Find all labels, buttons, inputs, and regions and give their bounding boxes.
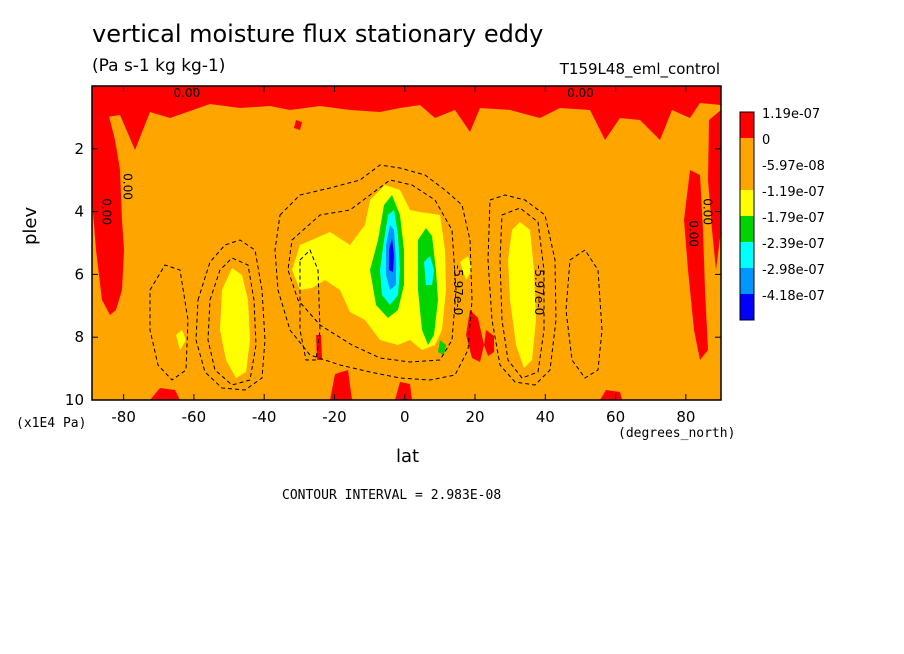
y-tick-label: 6 [74, 265, 84, 283]
legend-label: -1.19e-07 [762, 185, 825, 200]
small-patch-1 [466, 310, 484, 362]
bottom-bump-1 [330, 370, 352, 400]
legend-swatch [740, 164, 754, 190]
legend-label: -2.98e-07 [762, 263, 825, 278]
small-patch-3 [316, 335, 322, 360]
legend-label: 0 [762, 133, 770, 148]
x-tick-label: -40 [252, 408, 277, 426]
bottom-bump-3 [150, 388, 180, 400]
y-tick-label: 2 [74, 140, 84, 158]
contour-interval: CONTOUR INTERVAL = 2.983E-08 [282, 488, 502, 503]
contour-label: 0.00 [686, 220, 700, 247]
bottom-bump-2 [395, 382, 412, 400]
x-axis-label: lat [396, 446, 420, 467]
small-patch-4 [294, 120, 302, 130]
bottom-bump-4 [600, 390, 622, 400]
legend-swatch [740, 294, 754, 320]
x-tick-label: -60 [182, 408, 207, 426]
sh-midlat-core [220, 268, 250, 378]
green-core-north [418, 228, 438, 345]
chart-title: vertical moisture flux stationary eddy [92, 20, 544, 48]
contour-nh-high [565, 249, 603, 379]
legend-label: 1.19e-07 [762, 107, 820, 122]
x-tick-label: 20 [465, 408, 484, 426]
contour-label: 0.00 [121, 173, 135, 200]
north-pole-column-a [684, 170, 708, 360]
y-tick-label: 4 [74, 203, 84, 221]
contour-subtropic-sh [299, 249, 321, 361]
small-yellow-1 [176, 330, 186, 350]
legend-label: -1.79e-07 [762, 211, 825, 226]
south-pole-column [92, 105, 124, 315]
x-tick-label: 80 [676, 408, 695, 426]
x-tick-label: 0 [400, 408, 410, 426]
contour-labels: 0.00 0.000.000.000.000.00-5.97e-0 -5.97e-0 [100, 86, 715, 315]
north-pole-column-b [708, 110, 721, 270]
legend-label: -4.18e-07 [762, 289, 825, 304]
legend-swatch [740, 216, 754, 242]
legend-swatch [740, 190, 754, 216]
contour-label: 0.00 [567, 86, 594, 100]
contour-nh-outer [487, 194, 557, 386]
contour-central-outer [274, 164, 473, 381]
legend-frame [739, 111, 755, 321]
x-tick-label: 40 [536, 408, 555, 426]
contour-nh-mid [499, 207, 545, 379]
contour-label: 0.00 [174, 86, 201, 100]
y-axis-unit: (x1E4 Pa) [16, 416, 87, 431]
contour-label: -5.97e-0 [532, 265, 546, 315]
blue-regions [386, 225, 396, 290]
central-broad [292, 185, 446, 350]
legend-swatch [740, 242, 754, 268]
top-band [92, 86, 721, 150]
contour-label: 0.00 [100, 198, 114, 225]
x-tick-label: -20 [322, 408, 347, 426]
small-patch-2 [484, 330, 494, 356]
contour-label: -5.97e-0 [451, 265, 465, 315]
legend-label: -5.97e-08 [762, 159, 825, 174]
plot-area [92, 86, 721, 400]
legend-swatch [740, 268, 754, 294]
dashed-contours [149, 164, 603, 391]
positive-regions [92, 86, 721, 400]
plot-frame [91, 85, 722, 401]
run-name: T159L48_eml_control [559, 60, 720, 78]
contour-sh-mid [207, 257, 257, 386]
legend: 1.19e-07 0 -5.97e-08 -1.19e-07 -1.79e-07 -2.3… [739, 107, 825, 321]
contour-label: 0.00 [700, 198, 714, 225]
y-tick-label: 8 [74, 328, 84, 346]
y-axis-label: plev [20, 206, 41, 245]
x-axis: -80 -60 -40 -20 0 20 40 60 80 [111, 86, 695, 426]
y-axis: 2 4 6 8 10 [65, 140, 721, 409]
legend-label: -2.39e-07 [762, 237, 825, 252]
x-tick-label: 60 [606, 408, 625, 426]
deep-blue-core [389, 238, 394, 272]
small-yellow-2 [460, 256, 472, 280]
legend-swatch [740, 138, 754, 164]
yellow-regions [176, 185, 536, 378]
nh-subtropic-core [508, 222, 536, 368]
cyan-core-north [424, 256, 434, 285]
contour-central-mid [287, 179, 457, 363]
legend-swatch [740, 112, 754, 138]
green-small [438, 340, 446, 355]
x-tick-label: -80 [111, 408, 136, 426]
x-axis-unit: (degrees_north) [618, 426, 736, 441]
y-tick-label: 10 [65, 391, 84, 409]
chart-units: (Pa s-1 kg kg-1) [92, 56, 226, 76]
